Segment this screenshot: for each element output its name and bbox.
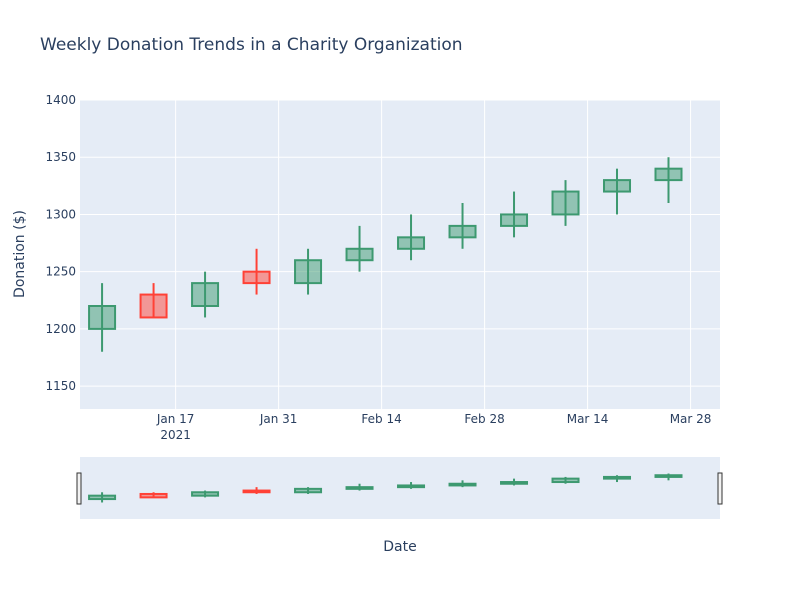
candle[interactable] xyxy=(603,168,632,215)
candle[interactable] xyxy=(294,248,323,295)
mini-candle xyxy=(139,492,168,499)
candle-body xyxy=(242,270,271,285)
x-axis-ticks: Jan 17 2021 Jan 31 Feb 14 Feb 28 Mar 14 Mar 28 xyxy=(156,412,712,442)
rangeslider-left-handle[interactable] xyxy=(76,472,82,505)
candle[interactable] xyxy=(500,191,529,238)
mini-candle-body xyxy=(500,481,529,485)
x-tick-label: Jan 17 xyxy=(156,412,195,426)
mini-candle xyxy=(603,475,632,483)
y-tick-label: 1200 xyxy=(45,322,76,336)
y-axis-title: Donation ($) xyxy=(12,210,28,298)
x-tick-label: Jan 31 xyxy=(259,412,298,426)
rangeslider-right-handle[interactable] xyxy=(717,472,723,505)
x-tick-label: Feb 14 xyxy=(361,412,401,426)
mini-candle xyxy=(551,476,580,484)
mini-candle xyxy=(448,480,477,488)
y-tick-label: 1350 xyxy=(45,150,76,164)
candle-body xyxy=(654,167,683,182)
candle-body xyxy=(294,259,323,285)
mini-candle xyxy=(88,492,117,503)
mini-candle-body xyxy=(551,477,580,484)
mini-candle xyxy=(242,487,271,494)
candle[interactable] xyxy=(448,203,477,249)
mini-candle-body xyxy=(191,491,220,497)
candle-body xyxy=(551,190,580,216)
x-tick-label: Mar 14 xyxy=(567,412,609,426)
mini-candle xyxy=(500,478,529,486)
candle-body xyxy=(139,293,168,319)
candle[interactable] xyxy=(242,248,271,295)
y-tick-label: 1150 xyxy=(45,379,76,393)
mini-candle-body xyxy=(654,474,683,478)
candle[interactable] xyxy=(191,271,220,318)
candle-body xyxy=(448,224,477,239)
main-plot-bg xyxy=(80,100,720,409)
y-tick-label: 1400 xyxy=(45,93,76,107)
main-grid xyxy=(80,99,720,409)
x-axis-title: Date xyxy=(383,539,416,555)
mini-candle-body xyxy=(88,494,117,501)
mini-candle-body xyxy=(294,487,323,494)
x-tick-label: Feb 28 xyxy=(464,412,504,426)
candle[interactable] xyxy=(345,225,374,272)
mini-candle-body xyxy=(242,489,271,494)
candle[interactable] xyxy=(139,283,168,319)
candle-body xyxy=(88,305,117,330)
candle[interactable] xyxy=(397,214,426,261)
x-tick-label: Mar 28 xyxy=(670,412,712,426)
y-tick-label: 1250 xyxy=(45,265,76,279)
y-axis-ticks: 1150 1200 1250 1300 1350 1400 xyxy=(45,93,76,393)
mini-candle-body xyxy=(139,492,168,499)
mini-candle-body xyxy=(448,482,477,487)
mini-candle xyxy=(294,487,323,494)
y-tick-label: 1300 xyxy=(45,207,76,221)
candle[interactable] xyxy=(654,157,683,203)
mini-candle-body xyxy=(397,484,426,489)
mini-candle xyxy=(397,482,426,489)
candle-body xyxy=(191,282,220,308)
rangeslider-candles xyxy=(88,473,683,503)
x-tick-sublabel: 2021 xyxy=(160,428,191,442)
mini-candle xyxy=(654,473,683,481)
candle[interactable] xyxy=(551,180,580,226)
chart-title: Weekly Donation Trends in a Charity Orga… xyxy=(40,35,463,55)
candle[interactable] xyxy=(88,283,117,352)
candle-body xyxy=(500,213,529,227)
candle-body xyxy=(397,236,426,250)
candlestick-series[interactable] xyxy=(88,157,683,352)
candle-body xyxy=(345,247,374,262)
mini-candle-body xyxy=(603,475,632,480)
mini-candle xyxy=(345,483,374,491)
mini-candle-body xyxy=(345,486,374,490)
candle-body xyxy=(603,179,632,193)
mini-candle xyxy=(191,490,220,498)
